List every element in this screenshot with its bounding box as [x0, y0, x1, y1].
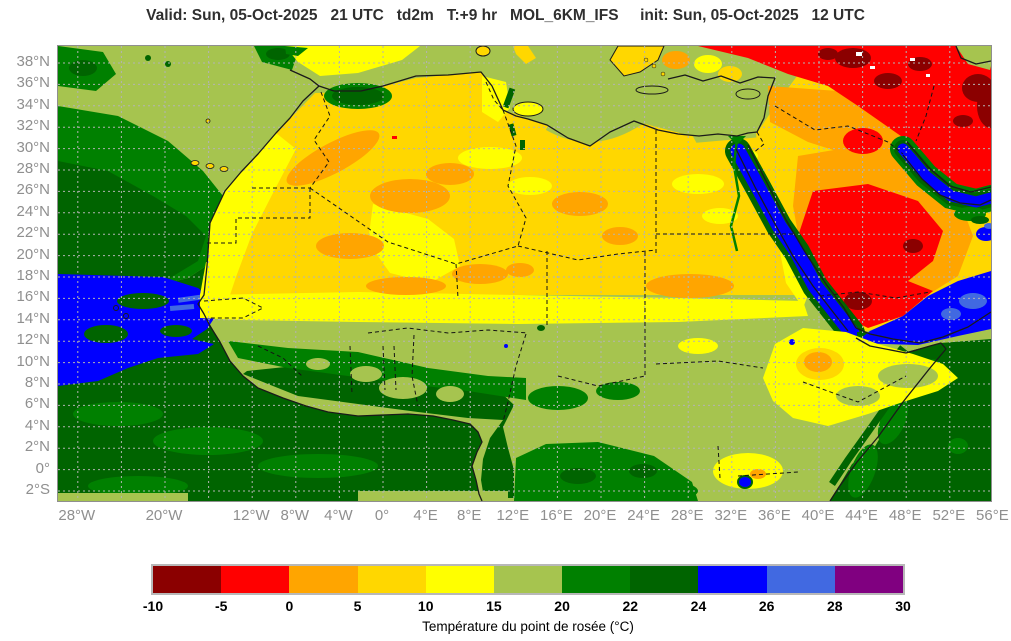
lon-tick-label: 0°	[374, 507, 390, 524]
chart-title: Valid: Sun, 05-Oct-2025 21 UTC td2m T:+9…	[146, 7, 865, 24]
lon-tick-label: 32°E	[714, 507, 748, 524]
lat-tick-label: 38°N	[16, 53, 50, 70]
colorbar-tick-label: 30	[895, 598, 911, 614]
lon-tick-label: 36°E	[758, 507, 791, 524]
greece	[609, 46, 665, 77]
colorbar-cell	[562, 566, 631, 593]
colorbar-tick-label: 5	[353, 598, 362, 614]
map-gridlines	[58, 46, 991, 501]
sicily	[512, 101, 544, 117]
dewpoint-map	[58, 46, 991, 501]
lat-tick-label: 6°N	[24, 395, 50, 413]
lat-tick-label: 28°N	[16, 160, 50, 177]
colorbar-tick-label: 20	[554, 598, 570, 614]
lat-tick-label: 24°N	[16, 202, 50, 220]
lon-tick-label: 12°E	[496, 507, 530, 524]
lake-victoria	[737, 475, 753, 489]
lat-tick-label: 0°	[35, 459, 50, 477]
gulf-of-aden	[855, 271, 991, 345]
lon-tick-label: 20°W	[145, 507, 183, 524]
colorbar-label: Température du point de rosée (°C)	[422, 619, 634, 634]
lon-tick-label: 56°E	[976, 507, 1009, 524]
colorbar-tick-label: 28	[827, 598, 843, 614]
cyprus	[735, 88, 761, 100]
lon-tick-label: 24°E	[627, 507, 660, 524]
lon-tick-label: 8°W	[280, 507, 310, 524]
colorbar-cell	[630, 566, 699, 593]
colorbar-tick-label: 15	[486, 598, 502, 614]
lon-tick-label: 48°E	[888, 507, 922, 524]
colorbar-cell	[289, 566, 359, 593]
colorbar-tick-label: 10	[417, 598, 434, 614]
colorbar	[151, 564, 905, 595]
colorbar-tick-label: 26	[758, 598, 775, 614]
lon-tick-label: 16°E	[540, 507, 573, 524]
red-sea	[730, 143, 860, 341]
lon-tick-label: 44°E	[845, 507, 878, 524]
lat-tick-label: 18°N	[16, 267, 50, 284]
colorbar-tick-label: -10	[142, 598, 164, 614]
lon-tick-label: 12°W	[232, 507, 270, 524]
persian-gulf	[897, 143, 991, 208]
colorbar-cell	[766, 566, 836, 593]
colorbar-cell	[153, 566, 222, 593]
lat-tick-label: 16°N	[16, 288, 50, 306]
lon-tick-label: 52°E	[932, 507, 966, 524]
lat-tick-label: 12°N	[16, 331, 50, 349]
colorbar-tick-label: -5	[214, 598, 228, 614]
lat-tick-label: 30°N	[16, 138, 50, 156]
country-borders	[203, 81, 935, 479]
map-plot	[57, 45, 992, 502]
lat-tick-label: 34°N	[16, 95, 50, 113]
coastlines	[197, 46, 991, 501]
lat-tick-label: 32°N	[16, 117, 50, 135]
colorbar-tick-label: 0	[285, 598, 294, 614]
colorbar-cell	[425, 566, 495, 593]
lon-tick-label: 4°E	[413, 507, 438, 524]
lat-tick-label: 2°S	[25, 481, 50, 498]
map-fills	[58, 46, 991, 501]
colorbar-tick-label: 22	[622, 598, 639, 614]
lon-tick-label: 28°W	[58, 507, 96, 524]
colorbar-cell	[493, 566, 563, 593]
lat-tick-label: 36°N	[16, 74, 50, 92]
lat-tick-label: 2°N	[24, 438, 50, 456]
lon-tick-label: 40°E	[801, 507, 835, 524]
colorbar-cell	[221, 566, 290, 593]
colorbar-cell	[357, 566, 427, 593]
caspian-sea	[956, 46, 991, 70]
lon-tick-label: 4°W	[324, 507, 353, 524]
colorbar-cell	[698, 566, 768, 593]
lon-tick-label: 8°E	[457, 507, 482, 524]
colorbar-tick-label: 24	[690, 598, 707, 614]
lat-tick-label: 22°N	[16, 224, 50, 242]
lat-tick-label: 4°N	[24, 416, 50, 434]
lat-tick-label: 14°N	[16, 309, 50, 327]
lat-tick-label: 10°N	[16, 352, 50, 370]
crete	[635, 85, 669, 95]
colorbar-cell	[834, 566, 904, 593]
lat-tick-label: 20°N	[16, 245, 50, 263]
lon-tick-label: 28°E	[670, 507, 704, 524]
lat-tick-label: 8°N	[24, 374, 50, 391]
lat-tick-label: 26°N	[16, 181, 50, 199]
lon-tick-label: 20°E	[583, 507, 617, 524]
